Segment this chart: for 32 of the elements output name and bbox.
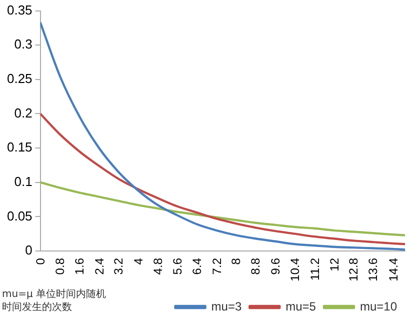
x-tick-label: 12.8 — [346, 258, 361, 282]
y-tick-label: 0.25 — [6, 71, 32, 86]
x-tick-label: 4 — [132, 258, 146, 265]
x-tick-label: 11.2 — [308, 258, 322, 280]
y-tick-label: 0.1 — [14, 174, 32, 189]
x-tick-label: 3.2 — [112, 258, 126, 275]
x-tick-label: 7.2 — [210, 258, 224, 275]
legend-label: mu=10 — [360, 299, 398, 314]
x-tick-label: 10.4 — [288, 258, 302, 282]
y-tick-label: 0.3 — [14, 36, 32, 52]
line-series — [40, 181, 405, 236]
x-tick-label: 9.6 — [268, 258, 282, 275]
x-tick-label: 5.6 — [170, 258, 184, 275]
x-tick-label: 0 — [33, 258, 48, 265]
x-tick-label: 2.4 — [92, 258, 107, 275]
x-tick-label: 4.8 — [150, 258, 165, 275]
legend-label: mu=5 — [286, 299, 316, 314]
y-tick-label: 0.15 — [6, 140, 32, 155]
y-tick-label: 0.05 — [6, 208, 32, 224]
x-tick-label: 0.8 — [52, 258, 67, 275]
line-series — [40, 112, 405, 246]
y-tick-label: 0.2 — [14, 105, 32, 120]
legend-label: mu=3 — [211, 299, 242, 314]
x-tick-label: 1.6 — [72, 258, 86, 275]
x-tick-label: 6.4 — [190, 258, 204, 275]
x-tick-label: 13.6 — [366, 258, 380, 282]
x-tick-label: 12 — [328, 258, 342, 272]
text: mu=μ 单位时间内随机时间发生的次数 — [2, 288, 107, 314]
y-tick-label: 0.35 — [6, 2, 32, 18]
x-tick-label: 14.4 — [386, 258, 400, 282]
x-tick-label: 8 — [229, 258, 244, 265]
x-tick-label: 8.8 — [248, 258, 263, 275]
